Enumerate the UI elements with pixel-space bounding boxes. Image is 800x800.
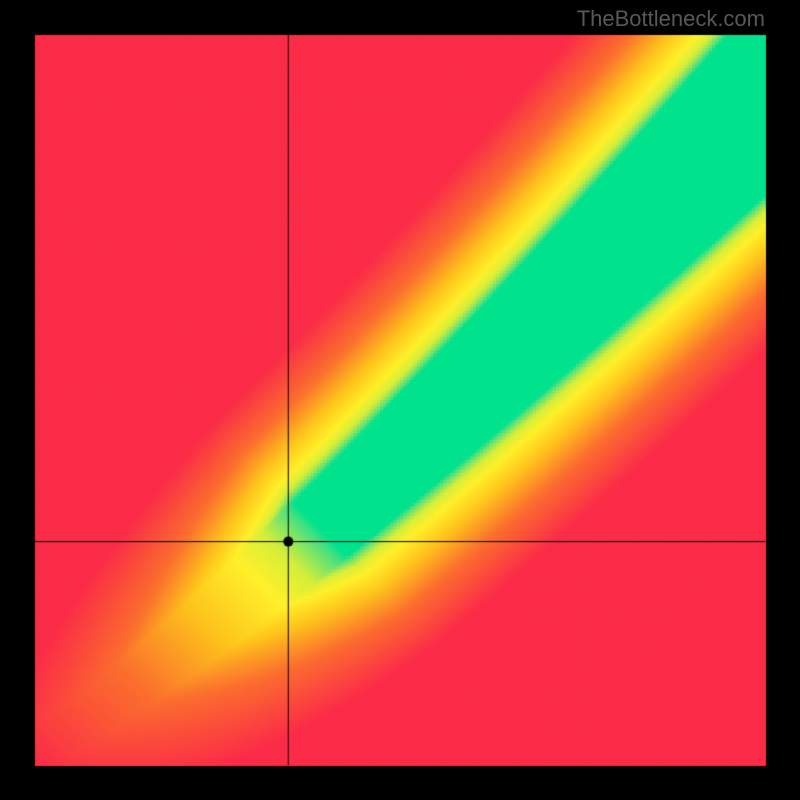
chart-container: TheBottleneck.com: [0, 0, 800, 800]
watermark-text: TheBottleneck.com: [577, 6, 765, 32]
bottleneck-heatmap: [0, 0, 800, 800]
